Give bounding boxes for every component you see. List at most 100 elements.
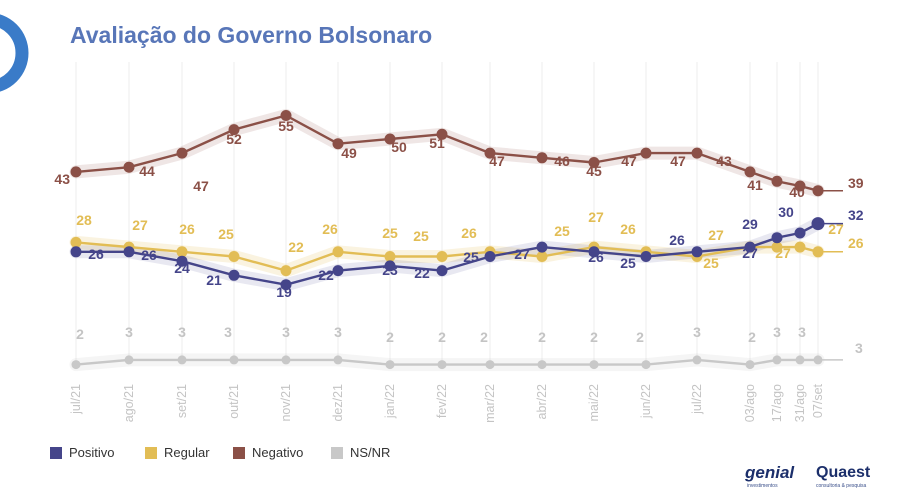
x-tick-0: jul/21 bbox=[69, 384, 83, 415]
data-label-pos-1: 26 bbox=[141, 247, 157, 263]
point-neg-1 bbox=[123, 161, 135, 173]
point-pos-15 bbox=[794, 227, 806, 239]
point-pos-14 bbox=[771, 232, 783, 244]
x-tick-5: dez/21 bbox=[331, 384, 345, 422]
point-pos-13 bbox=[744, 241, 756, 253]
x-tick-15: 31/ago bbox=[793, 384, 807, 422]
legend-label-ns: NS/NR bbox=[350, 445, 390, 460]
legend-label-pos: Positivo bbox=[69, 445, 115, 460]
point-reg-7 bbox=[436, 251, 448, 262]
data-label-pos-3: 21 bbox=[206, 272, 222, 288]
data-label-pos-4: 19 bbox=[276, 284, 292, 300]
point-ns-8 bbox=[485, 360, 495, 370]
point-neg-14 bbox=[771, 175, 783, 187]
point-ns-5 bbox=[333, 355, 343, 365]
point-reg-2 bbox=[176, 246, 188, 258]
data-label-neg-12: 47 bbox=[670, 153, 686, 169]
point-pos-0 bbox=[70, 246, 82, 258]
point-pos-5 bbox=[332, 265, 344, 277]
point-ns-13 bbox=[745, 360, 755, 370]
data-label-pos-16: 32 bbox=[848, 207, 864, 223]
point-reg-6 bbox=[384, 251, 396, 262]
data-label-reg-14: 27 bbox=[775, 245, 791, 261]
point-neg-3 bbox=[228, 124, 240, 136]
data-label-neg-0: 43 bbox=[54, 171, 70, 187]
point-neg-7 bbox=[436, 128, 448, 140]
point-neg-4 bbox=[280, 110, 292, 121]
point-neg-6 bbox=[384, 133, 396, 145]
legend-label-reg: Regular bbox=[164, 445, 210, 460]
data-label-reg-15: 27 bbox=[828, 221, 844, 237]
data-label-ns-9: 2 bbox=[538, 329, 546, 345]
x-tick-4: nov/21 bbox=[279, 384, 293, 422]
point-pos-3 bbox=[228, 269, 240, 281]
point-ns-11 bbox=[641, 360, 651, 370]
data-label-neg-9: 46 bbox=[554, 153, 570, 169]
point-pos-4 bbox=[280, 279, 292, 291]
genial-logo: genial investimentos bbox=[744, 463, 795, 489]
point-neg-10 bbox=[588, 157, 600, 168]
data-label-pos-6: 23 bbox=[382, 262, 398, 278]
point-neg-11 bbox=[640, 147, 652, 159]
data-label-ns-2: 3 bbox=[178, 324, 186, 340]
point-pos-12 bbox=[691, 246, 703, 258]
legend-swatch-neg bbox=[233, 447, 245, 459]
quaest-logo: Quaest consultoria & pesquisa bbox=[816, 464, 871, 489]
data-label-reg-3: 25 bbox=[218, 226, 234, 242]
point-reg-15 bbox=[794, 241, 806, 253]
data-label-reg-12: 25 bbox=[703, 255, 719, 271]
point-pos-6 bbox=[384, 260, 396, 272]
data-label-ns-13: 2 bbox=[748, 329, 756, 345]
point-reg-3 bbox=[228, 251, 240, 262]
x-tick-12: jul/22 bbox=[690, 384, 704, 415]
data-label-ns-6: 2 bbox=[386, 329, 394, 345]
quaest-logo-text: Quaest bbox=[816, 464, 871, 481]
data-label-neg-13: 43 bbox=[716, 153, 732, 169]
data-label-reg-9: 25 bbox=[554, 223, 570, 239]
data-label-neg-3: 52 bbox=[226, 131, 242, 147]
x-tick-10: mai/22 bbox=[587, 384, 601, 422]
point-ns-6 bbox=[385, 360, 395, 370]
point-reg-5 bbox=[332, 246, 344, 258]
data-label-reg-5: 26 bbox=[322, 221, 338, 237]
point-neg-15 bbox=[794, 180, 806, 192]
data-label-neg-1: 44 bbox=[139, 163, 155, 179]
data-label-neg-10: 45 bbox=[586, 163, 602, 179]
data-label-reg-11: 26 bbox=[620, 221, 636, 237]
data-label-neg-4: 55 bbox=[278, 118, 294, 134]
legend-label-neg: Negativo bbox=[252, 445, 303, 460]
data-label-ns-15: 3 bbox=[798, 324, 806, 340]
data-label-neg-16: 39 bbox=[848, 175, 864, 191]
x-tick-11: jun/22 bbox=[639, 384, 653, 419]
data-label-pos-11: 25 bbox=[620, 255, 636, 271]
data-label-ns-14: 3 bbox=[773, 324, 781, 340]
data-label-pos-12: 26 bbox=[669, 232, 685, 248]
x-tick-6: jan/22 bbox=[383, 384, 397, 419]
point-neg-12 bbox=[691, 147, 703, 159]
data-label-reg-16: 26 bbox=[848, 235, 864, 251]
x-tick-16: 07/set bbox=[811, 383, 825, 418]
point-reg-0 bbox=[70, 236, 82, 248]
data-label-reg-13: 27 bbox=[708, 227, 724, 243]
point-ns-15 bbox=[795, 355, 805, 365]
data-label-pos-8: 25 bbox=[463, 249, 479, 265]
point-ns-0 bbox=[71, 360, 81, 370]
genial-logo-subtext: investimentos bbox=[747, 483, 778, 489]
data-label-neg-8: 47 bbox=[489, 153, 505, 169]
point-ns-14 bbox=[772, 355, 782, 365]
data-label-ns-4: 3 bbox=[282, 324, 290, 340]
data-label-ns-16: 3 bbox=[855, 340, 863, 356]
data-label-ns-10: 2 bbox=[590, 329, 598, 345]
x-tick-7: fev/22 bbox=[435, 384, 449, 418]
data-label-neg-14: 41 bbox=[747, 177, 763, 193]
data-label-reg-8: 26 bbox=[461, 225, 477, 241]
point-pos-10 bbox=[588, 246, 600, 258]
data-label-neg-11: 47 bbox=[621, 153, 637, 169]
point-ns-7 bbox=[437, 360, 447, 370]
point-pos-1 bbox=[123, 246, 135, 258]
point-ns-9 bbox=[537, 360, 547, 370]
brand-badge-icon bbox=[0, 14, 29, 92]
point-ns-3 bbox=[229, 355, 239, 365]
legend-swatch-pos bbox=[50, 447, 62, 459]
data-label-reg-0: 28 bbox=[76, 212, 92, 228]
